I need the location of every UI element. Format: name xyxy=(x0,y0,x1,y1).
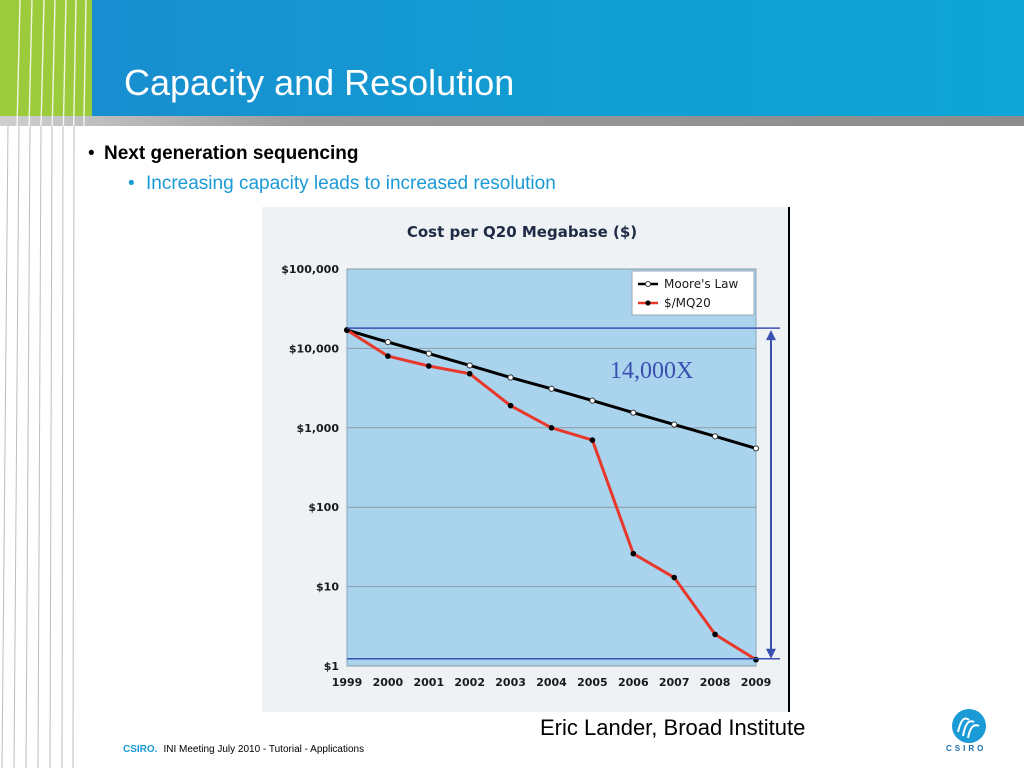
x-tick-label: 2002 xyxy=(454,676,485,689)
y-tick-label: $100,000 xyxy=(281,263,339,276)
bullet-glyph: • xyxy=(128,173,135,194)
y-tick-label: $100 xyxy=(308,501,339,514)
data-point xyxy=(630,550,637,557)
annotation-arrowhead-bottom xyxy=(766,648,776,659)
bullet-main-text: Next generation sequencing xyxy=(104,143,359,164)
legend-label: $/MQ20 xyxy=(664,296,711,310)
data-point xyxy=(712,631,718,638)
data-point xyxy=(426,363,432,369)
data-point xyxy=(466,362,473,369)
data-point xyxy=(589,437,596,443)
data-point xyxy=(630,409,637,416)
x-tick-label: 2005 xyxy=(577,676,608,689)
data-point xyxy=(753,656,759,663)
data-point xyxy=(507,402,514,409)
csiro-logo xyxy=(952,709,986,743)
x-tick-label: 2006 xyxy=(618,676,649,689)
bullet-sub: • Increasing capacity leads to increased … xyxy=(128,173,556,195)
data-point xyxy=(548,385,555,392)
bullet-main: • Next generation sequencing xyxy=(88,143,358,165)
logo-text: CSIRO xyxy=(946,744,987,753)
data-point xyxy=(671,574,677,581)
y-tick-label: $10 xyxy=(316,581,339,594)
x-tick-label: 2008 xyxy=(700,676,731,689)
x-tick-label: 1999 xyxy=(332,676,363,689)
header-accent xyxy=(0,0,92,116)
legend-marker xyxy=(645,300,651,306)
data-point xyxy=(385,353,391,359)
data-point xyxy=(425,350,432,357)
header-divider xyxy=(0,116,1024,126)
x-tick-label: 2003 xyxy=(495,676,526,689)
annotation-arrowhead-top xyxy=(766,330,776,341)
x-tick-label: 2007 xyxy=(659,676,690,689)
data-point xyxy=(671,421,678,428)
data-point xyxy=(752,445,760,452)
legend-label: Moore's Law xyxy=(664,277,738,291)
footer-text: INI Meeting July 2010 - Tutorial - Appli… xyxy=(163,744,365,755)
image-credit: Eric Lander, Broad Institute xyxy=(540,715,806,740)
data-point xyxy=(466,370,473,377)
footer: CSIRO. INI Meeting July 2010 - Tutorial -… xyxy=(123,744,364,755)
footer-brand: CSIRO. xyxy=(123,744,158,755)
y-tick-label: $1 xyxy=(324,660,339,673)
y-tick-label: $1,000 xyxy=(297,422,340,435)
x-tick-label: 2009 xyxy=(741,676,772,689)
data-point xyxy=(384,339,392,346)
plot-area xyxy=(346,268,757,667)
y-tick-label: $10,000 xyxy=(289,342,339,355)
annotation-label: 14,000X xyxy=(610,358,693,384)
data-point xyxy=(589,397,596,404)
chart-title: Cost per Q20 Megabase ($) xyxy=(407,223,637,241)
slide-title: Capacity and Resolution xyxy=(124,62,515,103)
data-point xyxy=(507,374,514,381)
header-banner xyxy=(0,0,1024,116)
x-tick-label: 2001 xyxy=(413,676,444,689)
legend-box xyxy=(631,270,755,316)
x-tick-label: 2004 xyxy=(536,676,567,689)
data-point xyxy=(548,425,555,431)
cost-chart: Cost per Q20 Megabase ($) $100,000 $10,000… xyxy=(281,223,780,689)
decorative-lines xyxy=(1,0,87,768)
legend-marker xyxy=(645,281,651,287)
chart-container: Cost per Q20 Megabase ($) $100,000 $10,000… xyxy=(262,207,790,712)
x-tick-label: 2000 xyxy=(373,676,404,689)
bullet-sub-text: Increasing capacity leads to increased r… xyxy=(146,173,556,194)
bullet-glyph: • xyxy=(88,143,95,164)
data-point xyxy=(712,433,719,440)
